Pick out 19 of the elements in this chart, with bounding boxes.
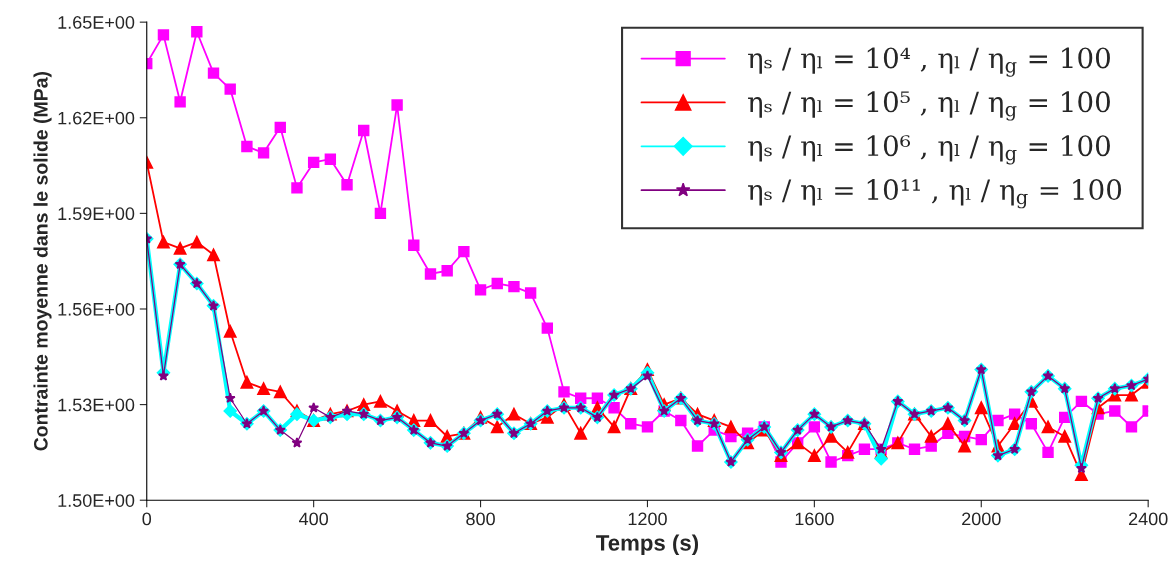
x-tick-label: 800 (466, 512, 495, 526)
x-axis-title: Temps (s) (596, 534, 699, 556)
legend-label: ηₛ / ηₗ = 10⁴ , ηₗ / η$_{g}$ = 100 (748, 47, 1110, 77)
legend-label: ηₛ / ηₗ = 10⁵ , ηₗ / η$_{g}$ = 100 (748, 91, 1110, 121)
x-tick-label: 400 (299, 512, 329, 526)
legend-label: ηₛ / ηₗ = 10⁶ , ηₗ / η$_{g}$ = 100 (748, 135, 1110, 165)
y-tick-label: 1.62E+00 (58, 111, 135, 125)
legend-label: ηₛ / ηₗ = 10¹¹ , ηₗ / η$_{g}$ = 100 (748, 179, 1122, 209)
x-tick-label: 0 (142, 512, 152, 526)
y-tick-label: 1.50E+00 (58, 494, 135, 507)
y-axis-title: Contrainte moyenne dans le solide (MPa) (33, 71, 52, 451)
y-tick-label: 1.59E+00 (58, 207, 135, 221)
y-tick-label: 1.65E+00 (58, 16, 135, 29)
y-tick-label: 1.56E+00 (58, 302, 135, 316)
x-tick-label: 2400 (1129, 512, 1168, 526)
x-tick-label: 1600 (795, 512, 834, 526)
y-tick-label: 1.53E+00 (58, 398, 135, 412)
x-tick-label: 2000 (962, 512, 1001, 526)
x-tick-label: 1200 (628, 512, 667, 526)
